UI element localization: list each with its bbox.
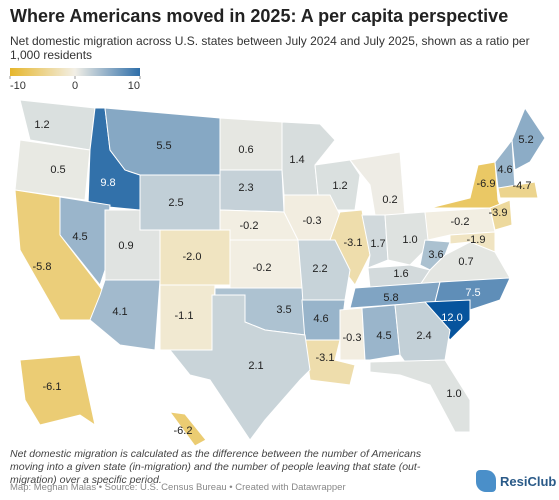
state-value-label: 1.0 — [446, 388, 461, 400]
logo-mark — [476, 470, 496, 492]
logo-text: ResiClub — [500, 473, 557, 489]
state-value-label: 3.5 — [276, 304, 291, 316]
state — [168, 411, 207, 447]
state-value-label: -0.2 — [451, 216, 470, 228]
state-value-label: 2.5 — [168, 197, 183, 209]
state — [497, 181, 539, 199]
state-value-label: 1.7 — [370, 238, 385, 250]
state — [361, 304, 401, 361]
state-value-label: 4.6 — [497, 164, 512, 176]
state-value-label: 5.5 — [156, 140, 171, 152]
state-value-label: 5.8 — [383, 292, 398, 304]
state — [361, 214, 389, 269]
states — [14, 99, 546, 447]
state — [168, 294, 311, 441]
state-value-label: 3.6 — [428, 249, 443, 261]
state-value-label: -0.3 — [303, 215, 322, 227]
state-value-label: -5.8 — [33, 261, 52, 273]
state-value-label: 9.8 — [100, 177, 115, 189]
state-value-label: -0.3 — [343, 332, 362, 344]
state-value-label: 12.0 — [441, 312, 462, 324]
state-value-label: 4.1 — [112, 306, 127, 318]
state-value-label: -1.1 — [175, 310, 194, 322]
state — [304, 339, 356, 386]
state-value-label: -0.2 — [240, 220, 259, 232]
state-value-label: -6.9 — [477, 178, 496, 190]
state-value-label: -2.0 — [183, 251, 202, 263]
logo: ResiClub — [476, 470, 556, 492]
state-value-label: 0.7 — [458, 256, 473, 268]
state-value-label: 7.5 — [465, 287, 480, 299]
state-value-label: 0.6 — [238, 144, 253, 156]
state-value-label: -1.9 — [467, 234, 486, 246]
footnote: Net domestic migration is calculated as … — [10, 448, 422, 486]
state-value-label: 1.2 — [34, 119, 49, 131]
state-value-label: 0.5 — [50, 164, 65, 176]
state-value-label: 0.9 — [118, 240, 133, 252]
legend-label: 0 — [72, 80, 78, 92]
state-value-label: 2.3 — [238, 182, 253, 194]
state-value-label: 2.1 — [248, 360, 263, 372]
legend-label: -10 — [10, 80, 26, 92]
state-value-label: -3.1 — [344, 237, 363, 249]
state-value-label: 4.6 — [313, 313, 328, 325]
state-value-label: -4.7 — [513, 180, 532, 192]
state-value-label: 5.2 — [518, 134, 533, 146]
state-value-label: -3.1 — [316, 352, 335, 364]
legend-bar — [10, 68, 140, 76]
title: Where Americans moved in 2025: A per cap… — [10, 6, 509, 26]
state-value-label: 1.2 — [332, 180, 347, 192]
state-value-label: -6.2 — [174, 425, 193, 437]
subtitle: Net domestic migration across U.S. state… — [10, 34, 530, 62]
credits: Map: Meghan Malas • Source: U.S. Census … — [10, 482, 346, 493]
state — [511, 106, 546, 171]
state-value-label: -0.2 — [253, 262, 272, 274]
state — [14, 139, 91, 201]
state-value-label: 2.2 — [312, 263, 327, 275]
state-value-label: -3.9 — [489, 207, 508, 219]
state-value-label: 0.2 — [382, 194, 397, 206]
state-value-label: 4.5 — [72, 231, 87, 243]
state — [89, 279, 161, 351]
state-value-label: 2.4 — [416, 330, 431, 342]
state — [19, 354, 96, 427]
legend-label: 10 — [128, 80, 140, 92]
state-value-label: -6.1 — [43, 381, 62, 393]
state-value-label: 4.5 — [376, 330, 391, 342]
state — [384, 211, 431, 266]
state-value-label: 1.0 — [402, 234, 417, 246]
state-labels: 1.2 0.5 9.8 5.5 2.5 0.6 2.3 1.4 1.2 0.2 -0.2 -0.3 -3… — [33, 119, 534, 437]
state — [489, 199, 513, 231]
state — [369, 359, 471, 433]
state-value-label: 1.4 — [289, 154, 304, 166]
state-value-label: 1.6 — [393, 268, 408, 280]
